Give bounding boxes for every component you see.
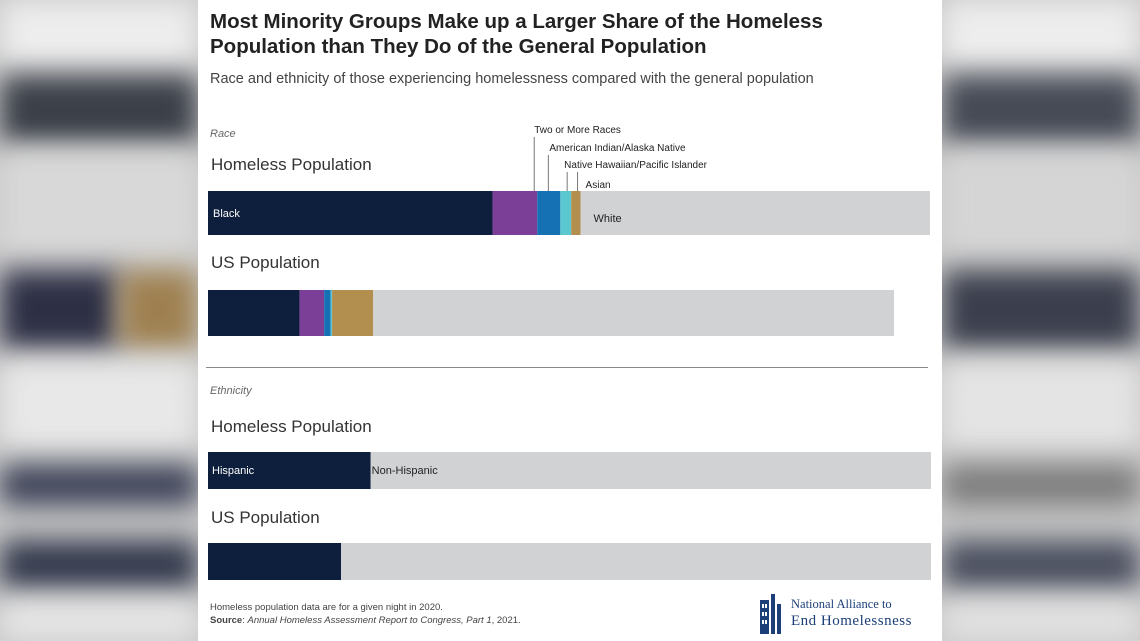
label-non-hispanic: Non-Hispanic — [372, 465, 439, 477]
source-colon: : — [242, 615, 248, 626]
bar-race-homeless-population-native-hawaiian-pacific-islander — [560, 191, 572, 235]
naeh-logo: National Alliance to End Homelessness — [760, 593, 930, 637]
source-line: Source: Annual Homeless Assessment Repor… — [210, 614, 521, 627]
race-us-row-label: US Population — [211, 253, 320, 272]
label-hispanic: Hispanic — [212, 465, 255, 477]
callout-two-or-more-races: Two or More Races — [534, 125, 621, 136]
bar-race-homeless-population-two-or-more-races — [492, 191, 538, 235]
left-background-blur — [0, 0, 198, 641]
bar-race-us-population-black — [208, 290, 300, 336]
bar-race-homeless-population-asian — [571, 191, 581, 235]
label-white: White — [594, 213, 622, 225]
bar-ethnicity-us-population-hispanic — [208, 543, 342, 580]
ethnicity-homeless-row-label: Homeless Population — [211, 417, 372, 436]
label-black: Black — [213, 208, 240, 220]
source-label: Source — [210, 615, 243, 626]
race-homeless-row-label: Homeless Population — [211, 155, 372, 174]
logo-line-1: National Alliance to — [791, 597, 892, 611]
section-divider — [206, 367, 928, 368]
logo-line-2: End Homelessness — [791, 613, 912, 629]
bar-race-us-population-white — [373, 290, 894, 336]
source-year: , 2021. — [491, 615, 521, 626]
footnote-note: Homeless population data are for a given… — [210, 602, 443, 613]
bar-race-us-population-asian — [332, 290, 374, 336]
bar-ethnicity-us-population-non-hispanic — [341, 543, 931, 580]
callout-native-hawaiian-pacific-islander: Native Hawaiian/Pacific Islander — [564, 160, 708, 171]
chart-title: Most Minority Groups Make up a Larger Sh… — [210, 10, 823, 58]
chart-panel: Most Minority Groups Make up a Larger Sh… — [198, 0, 942, 641]
bar-race-us-population-american-indian-alaska-native — [324, 290, 331, 336]
stacked-bar-chart: Black White Hispanic Non-Hispanic Two or Mor… — [208, 125, 932, 580]
race-section-label: Race — [210, 128, 236, 140]
ethnicity-section-label: Ethnicity — [210, 385, 252, 397]
bar-race-homeless-population-white — [580, 191, 930, 235]
source-title: Annual Homeless Assessment Report to Con… — [247, 615, 492, 626]
footnote: Homeless population data are for a given… — [210, 601, 521, 627]
bar-ethnicity-homeless-population-non-hispanic — [370, 452, 932, 489]
bar-race-us-population-native-hawaiian-pacific-islander — [330, 290, 333, 336]
right-background-blur — [942, 0, 1140, 641]
building-logo-icon — [760, 594, 781, 634]
bar-race-homeless-population-black — [208, 191, 493, 235]
ethnicity-us-row-label: US Population — [211, 508, 320, 527]
bar-ethnicity-homeless-population-hispanic — [208, 452, 371, 489]
callout-american-indian-alaska-native: American Indian/Alaska Native — [549, 143, 686, 154]
callout-asian: Asian — [586, 180, 611, 191]
bar-race-homeless-population-american-indian-alaska-native — [537, 191, 561, 235]
bar-race-us-population-two-or-more-races — [299, 290, 325, 336]
chart-subtitle: Race and ethnicity of those experiencing… — [210, 71, 814, 87]
